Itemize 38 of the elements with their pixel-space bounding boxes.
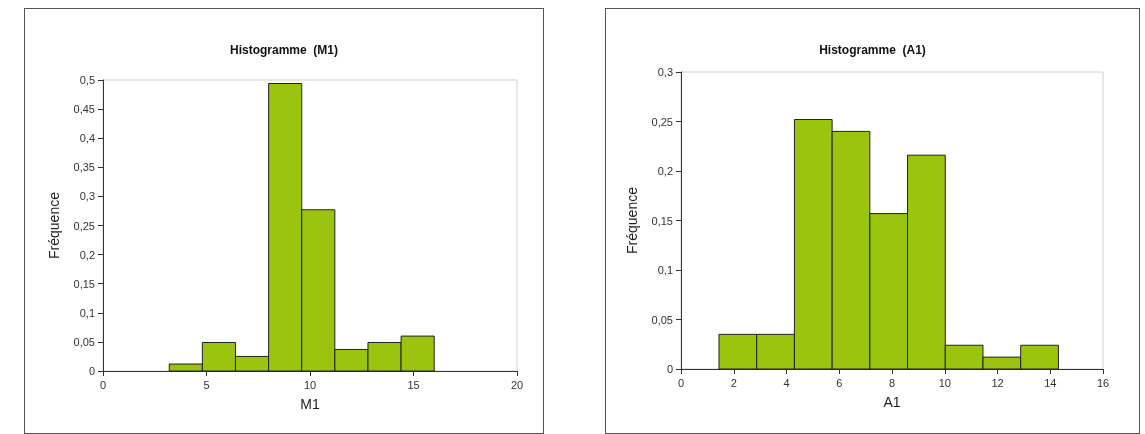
y-tick-label: 0,5 (79, 74, 95, 86)
y-tick-label: 0,05 (651, 313, 673, 326)
x-tick-label: 4 (783, 376, 790, 389)
y-tick-label: 0,05 (73, 335, 95, 348)
x-tick-label: 10 (938, 376, 951, 389)
y-tick-label: 0,15 (73, 277, 95, 290)
x-tick-label: 0 (99, 378, 107, 391)
x-tick-label: 20 (510, 378, 524, 391)
x-tick-label: 14 (1044, 376, 1057, 389)
y-tick-label: 0,35 (73, 161, 95, 174)
y-axis-title: Fréquence (46, 191, 62, 259)
x-tick-label: 6 (836, 376, 843, 389)
x-tick-label: 8 (888, 376, 896, 389)
y-tick-label: 0,4 (79, 132, 95, 145)
y-tick-label: 0 (88, 365, 95, 377)
chart-title: Histogramme (M1) (229, 43, 339, 57)
y-tick-label: 0,15 (651, 214, 673, 227)
y-tick-label: 0,45 (73, 103, 95, 116)
y-tick-label: 0,1 (657, 264, 673, 276)
y-tick-label: 0,2 (657, 165, 673, 177)
y-tick-label: 0,25 (651, 115, 673, 128)
y-tick-label: 0,1 (79, 306, 95, 319)
x-tick-label: 16 (1096, 376, 1110, 389)
x-tick-label: 12 (991, 376, 1004, 389)
x-tick-label: 5 (203, 378, 210, 391)
x-axis-title: A1 (883, 394, 901, 410)
x-axis-title: M1 (300, 396, 320, 412)
y-axis-title: Fréquence (624, 186, 640, 254)
y-tick-label: 0,2 (79, 248, 95, 261)
y-tick-label: 0,3 (657, 66, 673, 78)
chart-title: Histogramme (A1) (819, 43, 926, 57)
x-tick-label: 0 (677, 376, 685, 389)
y-tick-label: 0 (666, 363, 673, 375)
x-tick-label: 15 (407, 378, 420, 391)
y-tick-label: 0,3 (79, 190, 95, 203)
y-tick-label: 0,25 (73, 219, 95, 232)
x-tick-label: 2 (730, 376, 737, 389)
x-tick-label: 10 (303, 378, 317, 391)
